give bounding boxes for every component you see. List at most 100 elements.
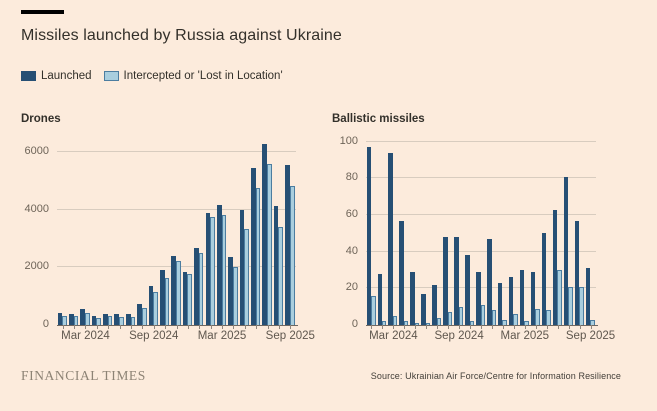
- bar-intercepted: [267, 164, 272, 325]
- bar-intercepted: [425, 323, 431, 325]
- bar-intercepted: [255, 188, 261, 325]
- x-axis-tick: [278, 325, 280, 329]
- x-axis-tick: [210, 325, 212, 329]
- bar-intercepted: [278, 226, 284, 325]
- bar-intercepted: [232, 266, 238, 325]
- x-axis-tick: [256, 325, 258, 329]
- bar-intercepted: [176, 260, 181, 325]
- y-tick-label: 40: [345, 244, 358, 257]
- bar-intercepted: [513, 314, 518, 325]
- bar-launched: [57, 312, 63, 325]
- legend-label-launched: Launched: [41, 70, 92, 82]
- x-axis-tick: [491, 325, 493, 329]
- bar-launched: [399, 220, 404, 325]
- x-axis-line: [366, 325, 599, 326]
- bar-launched: [216, 204, 222, 325]
- x-axis-tick: [96, 325, 98, 329]
- bar-launched: [388, 152, 393, 325]
- bar-intercepted: [141, 308, 147, 325]
- x-tick-label: Mar 2025: [500, 330, 550, 342]
- bar-launched: [487, 238, 492, 325]
- bar-launched: [443, 237, 448, 325]
- bar-intercepted: [153, 292, 158, 325]
- bar-intercepted: [568, 286, 573, 325]
- x-tick-label: Sep 2024: [129, 330, 179, 342]
- x-axis-tick: [502, 325, 504, 329]
- x-axis-tick: [62, 325, 64, 329]
- financial-times-logo: FINANCIAL TIMES: [21, 368, 146, 383]
- x-axis-tick: [290, 325, 292, 329]
- bar-launched: [182, 272, 188, 325]
- bar-intercepted: [491, 310, 496, 325]
- x-tick-label: Mar 2024: [369, 330, 418, 342]
- x-axis-tick: [222, 325, 224, 329]
- x-axis-tick: [244, 325, 246, 329]
- ballistic-chart-title: Ballistic missiles: [332, 113, 425, 125]
- bar-intercepted: [73, 316, 79, 325]
- x-axis-tick: [108, 325, 110, 329]
- bar-launched: [239, 209, 245, 325]
- bar-launched: [273, 206, 279, 325]
- bar-launched: [114, 314, 120, 325]
- bar-intercepted: [502, 319, 507, 325]
- x-axis-tick: [470, 325, 472, 329]
- bar-launched: [497, 282, 503, 325]
- bar-launched: [171, 255, 177, 325]
- bar-intercepted: [198, 252, 204, 325]
- legend-item-launched: Launched: [21, 70, 92, 82]
- bar-intercepted: [392, 315, 398, 325]
- bar-launched: [530, 271, 536, 325]
- bar-launched: [251, 168, 256, 325]
- x-axis-tick: [437, 325, 439, 329]
- x-tick-label: Sep 2025: [565, 330, 616, 342]
- bar-launched: [228, 256, 233, 325]
- gridline-80: [366, 177, 596, 179]
- x-axis-tick: [415, 325, 417, 329]
- x-axis-tick: [153, 325, 155, 329]
- x-axis-tick: [74, 325, 76, 329]
- x-axis-tick: [176, 325, 178, 329]
- bar-intercepted: [96, 318, 102, 325]
- x-axis-tick: [165, 325, 167, 329]
- x-tick-label: Mar 2025: [197, 330, 247, 342]
- bar-intercepted: [480, 304, 486, 325]
- bar-intercepted: [62, 316, 67, 325]
- bar-launched: [159, 270, 165, 325]
- x-axis-tick: [393, 325, 395, 329]
- brand-accent-bar: [21, 10, 64, 14]
- bar-intercepted: [535, 308, 540, 325]
- y-tick-label: 0: [42, 318, 49, 330]
- bar-launched: [574, 220, 580, 325]
- bar-launched: [194, 248, 199, 325]
- x-axis-tick: [404, 325, 406, 329]
- gridline-100: [366, 140, 596, 142]
- source-note: Source: Ukrainian Air Force/Centre for I…: [370, 371, 621, 381]
- bar-intercepted: [436, 317, 442, 325]
- x-axis-tick: [557, 325, 559, 329]
- x-axis-tick: [535, 325, 537, 329]
- gridline-4000: [57, 208, 296, 210]
- x-axis-tick: [524, 325, 526, 329]
- page-title: Missiles launched by Russia against Ukra…: [21, 27, 342, 44]
- bar-intercepted: [524, 321, 529, 325]
- x-axis-tick: [187, 325, 189, 329]
- bar-intercepted: [164, 277, 170, 325]
- x-tick-label: Mar 2024: [61, 330, 110, 342]
- x-axis-tick: [233, 325, 235, 329]
- bar-launched: [465, 255, 470, 325]
- x-axis-tick: [546, 325, 548, 329]
- bar-intercepted: [371, 295, 376, 325]
- y-tick-label: 80: [345, 171, 358, 184]
- x-axis-tick: [426, 325, 428, 329]
- y-tick-label: 2000: [24, 260, 49, 273]
- x-axis-tick: [142, 325, 144, 329]
- bar-launched: [103, 313, 108, 325]
- bar-intercepted: [84, 312, 90, 325]
- bar-launched: [508, 277, 514, 325]
- bar-launched: [366, 147, 372, 325]
- bar-launched: [421, 293, 426, 325]
- bar-launched: [80, 308, 85, 325]
- legend-item-intercepted: Intercepted or 'Lost in Location': [103, 70, 283, 82]
- bar-intercepted: [403, 321, 409, 325]
